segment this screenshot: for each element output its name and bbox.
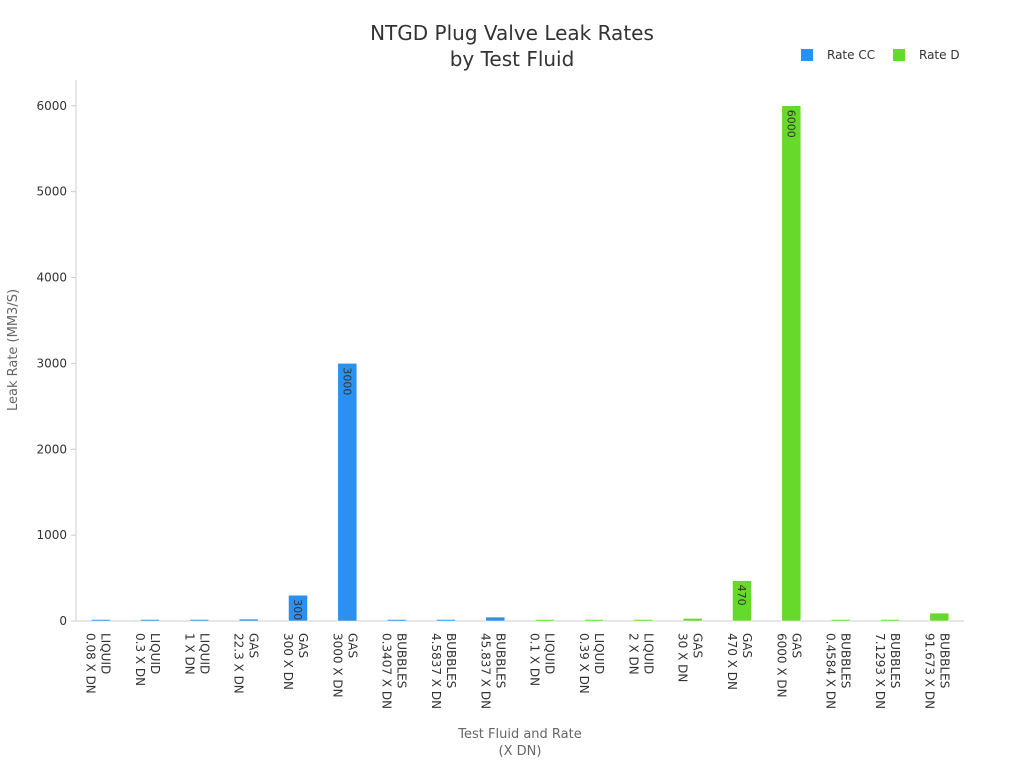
bar-data-label: 300	[291, 599, 304, 620]
x-tick-label-line: BUBBLES	[444, 633, 458, 688]
x-tick-label-line: 0.1 X DN	[528, 633, 542, 686]
x-axis-title-line-2: (X DN)	[499, 744, 542, 759]
x-tick-label-line: GAS	[345, 633, 359, 658]
x-tick-label-line: 1 X DN	[182, 633, 196, 675]
x-tick-label-line: 2 X DN	[626, 633, 640, 675]
bar-rate-cc[interactable]	[140, 619, 160, 622]
legend-item-rate-cc[interactable]: Rate CC	[801, 48, 875, 62]
y-tick-label: 4000	[36, 271, 67, 285]
x-tick-label-line: GAS	[296, 633, 310, 658]
bar-data-label: 470	[735, 585, 748, 606]
x-axis-title-line-1: Test Fluid and Rate	[457, 727, 581, 742]
bar-rate-cc[interactable]	[189, 619, 210, 622]
y-tick-label: 2000	[36, 442, 67, 456]
x-tick-label-line: BUBBLES	[937, 633, 951, 688]
x-tick-label-line: 4.5837 X DN	[429, 633, 443, 709]
bar-rate-d[interactable]	[830, 619, 851, 622]
chart-title-line-2: by Test Fluid	[450, 47, 575, 71]
x-tick-label-line: 7.1293 X DN	[873, 633, 887, 709]
bar-rate-d[interactable]	[682, 618, 703, 622]
bar-rate-cc[interactable]	[485, 616, 506, 622]
bar-rate-cc[interactable]	[386, 619, 407, 622]
x-tick-label-line: 0.4584 X DN	[824, 633, 838, 709]
bars: 300 3000 470 6000	[90, 105, 950, 622]
x-tick-label-line: 22.3 X DN	[232, 633, 246, 694]
x-tick-label-line: BUBBLES	[493, 633, 507, 688]
x-tick-label-line: LIQUID	[197, 633, 211, 674]
x-tick-label-line: 0.3 X DN	[133, 633, 147, 686]
bar-data-label: 6000	[784, 110, 797, 138]
chart-title-line-1: NTGD Plug Valve Leak Rates	[370, 21, 654, 45]
bar-rate-cc[interactable]	[337, 363, 358, 622]
bar-rate-cc[interactable]	[436, 619, 456, 622]
bar-rate-d[interactable]	[880, 619, 900, 622]
x-tick-label-line: 0.39 X DN	[577, 633, 591, 694]
x-tick-label-line: 30 X DN	[676, 633, 690, 682]
y-tick-label: 3000	[36, 356, 67, 370]
x-tick-label-line: 300 X DN	[281, 633, 295, 690]
x-tick-label-line: 45.837 X DN	[478, 633, 492, 709]
x-tick-label-line: LIQUID	[148, 633, 162, 674]
bar-rate-d[interactable]	[633, 619, 654, 622]
x-tick-label-line: GAS	[247, 633, 261, 658]
bar-rate-d[interactable]	[584, 619, 604, 622]
legend-swatch-rate-cc	[801, 49, 813, 61]
x-tick-label-line: 3000 X DN	[330, 633, 344, 698]
x-tick-label-line: GAS	[789, 633, 803, 658]
bar-rate-d[interactable]	[781, 105, 802, 622]
bar-rate-cc[interactable]	[90, 619, 111, 622]
y-axis-title: Leak Rate (MM3/S)	[6, 289, 21, 411]
x-tick-label-line: 470 X DN	[725, 633, 739, 690]
bar-data-label: 3000	[340, 367, 353, 395]
x-tick-label-line: LIQUID	[641, 633, 655, 674]
x-tick-label-line: 91.673 X DN	[922, 633, 936, 709]
x-tick-label-line: 0.3407 X DN	[380, 633, 394, 709]
y-axis-ticks: 0 1000 2000 3000 4000 5000 6000	[36, 99, 76, 628]
x-tick-label-line: BUBBLES	[888, 633, 902, 688]
x-tick-label-line: LIQUID	[543, 633, 557, 674]
x-tick-label-line: BUBBLES	[839, 633, 853, 688]
legend-item-rate-d[interactable]: Rate D	[893, 48, 960, 62]
x-tick-label-line: BUBBLES	[395, 633, 409, 688]
bar-rate-d[interactable]	[732, 580, 752, 622]
bar-rate-d[interactable]	[534, 619, 555, 622]
bar-rate-cc[interactable]	[288, 594, 308, 622]
y-tick-label: 5000	[36, 185, 67, 199]
x-tick-label-line: GAS	[740, 633, 754, 658]
bar-rate-cc[interactable]	[238, 618, 259, 622]
legend[interactable]: Rate CC Rate D	[801, 48, 960, 62]
x-tick-label-line: 6000 X DN	[774, 633, 788, 698]
legend-label-rate-d: Rate D	[919, 48, 960, 62]
legend-label-rate-cc: Rate CC	[827, 48, 875, 62]
legend-swatch-rate-d	[893, 49, 905, 61]
x-tick-label-line: LIQUID	[99, 633, 113, 674]
y-tick-label: 0	[59, 614, 67, 628]
y-tick-label: 1000	[36, 528, 67, 542]
x-tick-label-line: 0.08 X DN	[84, 633, 98, 694]
x-tick-label-line: LIQUID	[592, 633, 606, 674]
bar-rate-d[interactable]	[929, 612, 950, 622]
y-tick-label: 6000	[36, 99, 67, 113]
x-tick-label-line: GAS	[691, 633, 705, 658]
